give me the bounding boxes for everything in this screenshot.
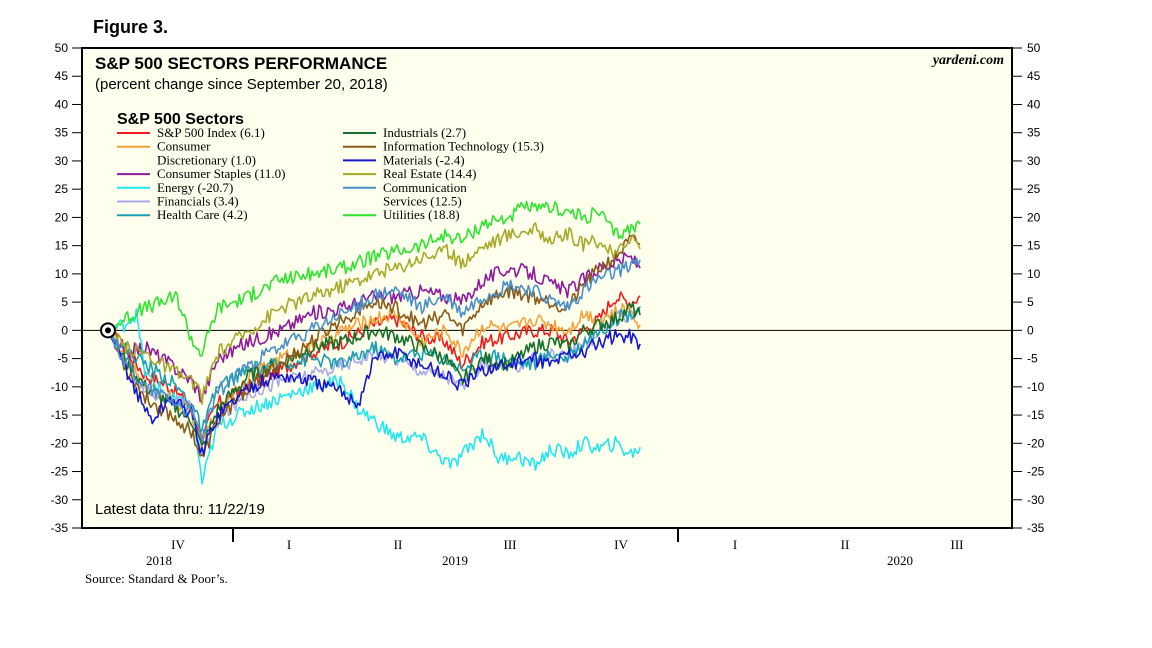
y-tick-label-right: 10 <box>1027 267 1041 281</box>
legend-label: Financials (3.4) <box>157 194 239 209</box>
source-note: Source: Standard & Poor’s. <box>85 571 228 586</box>
y-tick-label-right: -30 <box>1027 493 1045 507</box>
y-tick-label-right: 50 <box>1027 41 1041 55</box>
y-tick-label-right: -15 <box>1027 408 1045 422</box>
series-line-materials <box>107 328 641 456</box>
legend-label: S&P 500 Index (6.1) <box>157 125 265 140</box>
y-tick-label-left: 0 <box>61 323 68 337</box>
y-tick-label-right: 30 <box>1027 154 1041 168</box>
y-tick-label-right: -25 <box>1027 465 1045 479</box>
legend-label: Consumer <box>157 139 211 154</box>
legend-label: Materials (-2.4) <box>383 152 465 167</box>
x-quarter-label: II <box>394 537 403 552</box>
chart-title: S&P 500 SECTORS PERFORMANCE <box>95 54 387 73</box>
series-line-real-estate <box>107 222 641 406</box>
y-tick-label-left: 15 <box>55 239 69 253</box>
y-tick-label-left: 50 <box>55 41 69 55</box>
y-tick-label-left: -25 <box>51 465 69 479</box>
legend-label: Utilities (18.8) <box>383 207 460 222</box>
legend-label: Health Care (4.2) <box>157 207 248 222</box>
x-quarter-label: III <box>951 537 964 552</box>
y-tick-label-right: 15 <box>1027 239 1041 253</box>
y-tick-label-left: 10 <box>55 267 69 281</box>
y-tick-label-left: -35 <box>51 521 69 535</box>
series-layer <box>107 200 641 485</box>
y-tick-label-right: 45 <box>1027 69 1041 83</box>
x-quarter-label: IV <box>614 537 628 552</box>
series-line-consumer-discretionary <box>107 303 641 449</box>
legend-title: S&P 500 Sectors <box>117 111 244 128</box>
legend-label: Real Estate (14.4) <box>383 166 477 181</box>
y-tick-label-right: 25 <box>1027 182 1041 196</box>
y-tick-label-left: 40 <box>55 97 69 111</box>
y-tick-label-right: 5 <box>1027 295 1034 309</box>
y-tick-label-right: -35 <box>1027 521 1045 535</box>
x-quarter-label: II <box>841 537 850 552</box>
origin-marker-dot <box>105 327 111 334</box>
series-line-energy <box>107 307 641 485</box>
x-year-label: 2020 <box>887 553 913 568</box>
y-tick-label-left: -20 <box>51 436 69 450</box>
y-tick-label-left: 20 <box>55 210 69 224</box>
y-tick-label-left: 5 <box>61 295 68 309</box>
x-quarter-label: I <box>733 537 737 552</box>
series-line-information-technology <box>107 234 641 458</box>
series-line-s-p-500-index <box>107 291 641 445</box>
y-tick-label-right: -5 <box>1027 352 1038 366</box>
legend-label: Services (12.5) <box>383 194 462 209</box>
y-tick-label-left: 25 <box>55 182 69 196</box>
y-tick-label-right: -20 <box>1027 436 1045 450</box>
y-tick-label-right: -10 <box>1027 380 1045 394</box>
y-tick-label-left: -15 <box>51 408 69 422</box>
y-tick-label-right: 0 <box>1027 323 1034 337</box>
y-tick-label-right: 20 <box>1027 210 1041 224</box>
y-tick-label-left: -30 <box>51 493 69 507</box>
y-tick-label-left: -5 <box>57 352 68 366</box>
plot-area <box>81 47 1013 529</box>
y-tick-label-left: -10 <box>51 380 69 394</box>
legend-label: Discretionary (1.0) <box>157 152 256 167</box>
legend-label: Energy (-20.7) <box>157 180 233 195</box>
series-line-health-care <box>107 306 641 434</box>
x-quarter-label: IV <box>171 537 185 552</box>
legend-label: Communication <box>383 180 467 195</box>
legend-label: Consumer Staples (11.0) <box>157 166 285 181</box>
y-tick-label-left: 35 <box>55 126 69 140</box>
y-tick-label-right: 40 <box>1027 97 1041 111</box>
legend-label: Information Technology (15.3) <box>383 139 544 154</box>
brand-label: yardeni.com <box>931 53 1004 68</box>
legend-left: S&P 500 Index (6.1)ConsumerDiscretionary… <box>117 125 285 222</box>
legend-label: Industrials (2.7) <box>383 125 466 140</box>
x-quarter-label: III <box>504 537 517 552</box>
legend-right: Industrials (2.7)Information Technology … <box>343 125 544 222</box>
y-tick-label-left: 30 <box>55 154 69 168</box>
series-line-utilities <box>107 200 641 357</box>
x-quarter-label: I <box>287 537 291 552</box>
x-year-label: 2019 <box>442 553 468 568</box>
y-tick-label-left: 45 <box>55 69 69 83</box>
figure-label: Figure 3. <box>93 17 168 37</box>
series-line-communication-services <box>107 257 641 443</box>
origin-marker <box>100 322 116 339</box>
x-year-label: 2018 <box>146 553 172 568</box>
latest-data-note: Latest data thru: 11/22/19 <box>95 501 265 518</box>
chart-subtitle: (percent change since September 20, 2018… <box>95 76 388 93</box>
y-tick-label-right: 35 <box>1027 126 1041 140</box>
